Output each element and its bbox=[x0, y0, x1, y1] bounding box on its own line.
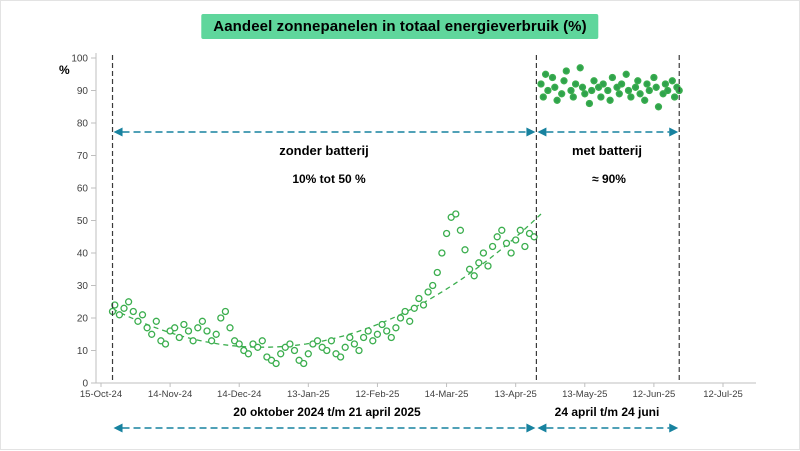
period-span-arrows-top bbox=[113, 127, 679, 137]
y-axis-unit-label: % bbox=[59, 63, 70, 77]
svg-text:100: 100 bbox=[71, 54, 88, 65]
page-title: Aandeel zonnepanelen in totaal energieve… bbox=[201, 14, 599, 39]
svg-text:50: 50 bbox=[77, 216, 89, 227]
svg-text:10: 10 bbox=[77, 346, 89, 357]
axes bbox=[95, 53, 756, 384]
svg-text:15-Oct-24: 15-Oct-24 bbox=[80, 389, 122, 400]
svg-text:80: 80 bbox=[77, 119, 89, 130]
svg-text:14-Mar-25: 14-Mar-25 bbox=[425, 389, 469, 400]
svg-text:40: 40 bbox=[77, 249, 89, 260]
period1-label: zonder batterij bbox=[279, 143, 369, 158]
trend-line bbox=[112, 213, 542, 348]
svg-text:13-May-25: 13-May-25 bbox=[562, 389, 607, 400]
svg-text:13-Jan-25: 13-Jan-25 bbox=[287, 389, 330, 400]
period-divider-lines bbox=[111, 55, 680, 383]
svg-text:14-Dec-24: 14-Dec-24 bbox=[217, 389, 261, 400]
period1-range-label: 10% tot 50 % bbox=[292, 172, 366, 186]
svg-text:90: 90 bbox=[77, 86, 89, 97]
period2-range-label: ≈ 90% bbox=[592, 172, 626, 186]
series-zonder-batterij bbox=[108, 210, 538, 368]
svg-text:20: 20 bbox=[77, 314, 89, 325]
svg-text:30: 30 bbox=[77, 281, 89, 292]
x-axis-ticks: 15-Oct-24 14-Nov-24 14-Dec-24 13-Jan-25 12-F… bbox=[80, 383, 743, 400]
svg-text:12-Feb-25: 12-Feb-25 bbox=[356, 389, 400, 400]
svg-text:60: 60 bbox=[77, 184, 89, 195]
period2-label: met batterij bbox=[571, 143, 643, 158]
period1-date-range: 20 oktober 2024 t/m 21 april 2025 bbox=[233, 405, 421, 419]
svg-text:0: 0 bbox=[82, 379, 88, 390]
svg-text:13-Apr-25: 13-Apr-25 bbox=[495, 389, 537, 400]
period-span-arrows-bottom bbox=[113, 423, 679, 433]
svg-text:12-Jun-25: 12-Jun-25 bbox=[632, 389, 675, 400]
y-axis-ticks: 0 10 20 30 40 50 60 70 80 90 100 bbox=[71, 54, 96, 390]
period2-date-range: 24 april t/m 24 juni bbox=[554, 405, 660, 419]
svg-text:14-Nov-24: 14-Nov-24 bbox=[148, 389, 192, 400]
series-met-batterij bbox=[537, 64, 683, 111]
svg-text:12-Jul-25: 12-Jul-25 bbox=[703, 389, 743, 400]
svg-text:70: 70 bbox=[77, 151, 89, 162]
